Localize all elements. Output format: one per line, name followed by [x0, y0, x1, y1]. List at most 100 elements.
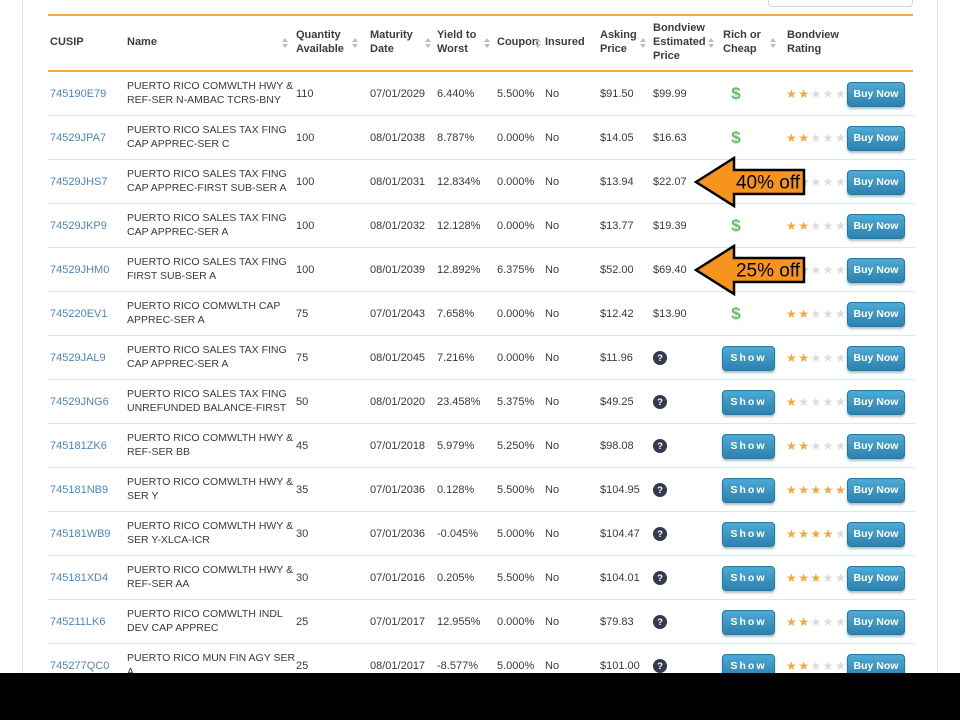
question-mark-icon[interactable]: ?: [653, 527, 667, 541]
buy-now-button[interactable]: Buy Now: [847, 521, 905, 547]
buy-now-button[interactable]: Buy Now: [847, 345, 905, 371]
column-label: Yield to Worst: [437, 29, 477, 55]
show-button[interactable]: Show: [722, 389, 775, 415]
cell-qty: 30: [296, 572, 309, 584]
star-icon: ★: [810, 263, 823, 277]
star-icon: ★: [822, 527, 836, 541]
cusip-link[interactable]: 74529JKP9: [50, 220, 107, 232]
cell-maturity: 08/01/2032: [370, 220, 426, 232]
cell-coupon: 0.000%: [497, 352, 535, 364]
question-mark-icon[interactable]: ?: [653, 615, 667, 629]
cell-maturity: 08/01/2031: [370, 176, 426, 188]
cell-maturity: 07/01/2018: [370, 440, 426, 452]
cusip-link[interactable]: 745181ZK6: [50, 440, 107, 452]
show-button[interactable]: Show: [722, 609, 775, 635]
question-mark-icon[interactable]: ?: [653, 439, 667, 453]
sort-chevrons-icon[interactable]: [425, 16, 431, 70]
cell-est: $22.07: [653, 176, 687, 188]
star-icon: ★: [835, 175, 848, 189]
rating-stars: ★★★★★: [786, 527, 847, 541]
show-button[interactable]: Show: [722, 345, 775, 371]
cell-est: ?: [653, 468, 707, 512]
question-mark-icon[interactable]: ?: [653, 351, 667, 365]
cusip-link[interactable]: 745181NB9: [50, 484, 109, 496]
column-label: CUSIP: [50, 36, 84, 49]
cell-buy: Buy Now: [847, 160, 907, 204]
cusip-link[interactable]: 74529JNG6: [50, 396, 109, 408]
buy-now-button[interactable]: Buy Now: [847, 257, 905, 283]
cell-coupon: 0.000%: [497, 220, 535, 232]
buy-now-button[interactable]: Buy Now: [847, 477, 905, 503]
buy-now-button[interactable]: Buy Now: [847, 125, 905, 151]
star-icon: ★: [798, 395, 811, 409]
cell-name: PUERTO RICO COMWLTH HWY & REF-SER AA: [127, 564, 294, 590]
buy-now-button[interactable]: Buy Now: [847, 81, 905, 107]
cusip-link[interactable]: 74529JPA7: [50, 132, 107, 144]
sort-chevrons-icon[interactable]: [770, 16, 776, 70]
cusip-link[interactable]: 745190E79: [50, 88, 107, 100]
table-row: 745181NB9 PUERTO RICO COMWLTH HWY & SER Y…: [0, 468, 960, 512]
cusip-link[interactable]: 74529JAL9: [50, 352, 106, 364]
discount-label: 25% off: [736, 261, 801, 282]
question-mark-icon[interactable]: ?: [653, 483, 667, 497]
search-input[interactable]: [768, 0, 913, 7]
cell-qty: 30: [296, 528, 309, 540]
show-button[interactable]: Show: [722, 433, 775, 459]
column-label: Rich or Cheap: [723, 29, 761, 55]
sort-up-icon: [425, 38, 431, 42]
sort-chevrons-icon[interactable]: [352, 16, 358, 70]
cell-maturity: 08/01/2017: [370, 660, 426, 672]
star-icon: ★: [798, 87, 811, 101]
cusip-link[interactable]: 745211LK6: [50, 616, 106, 628]
cell-name: PUERTO RICO SALES TAX FING CAP APPREC-FI…: [127, 168, 287, 194]
question-mark-icon[interactable]: ?: [653, 659, 667, 673]
cusip-link[interactable]: 745277QC0: [50, 660, 110, 672]
buy-now-button[interactable]: Buy Now: [847, 565, 905, 591]
buy-now-button[interactable]: Buy Now: [847, 609, 905, 635]
cell-est: ?: [653, 380, 707, 424]
cusip-link[interactable]: 74529JHM0: [50, 264, 110, 276]
sort-up-icon: [708, 38, 714, 42]
star-icon: ★: [835, 219, 848, 233]
cell-insured: No: [545, 308, 560, 320]
table-row: 74529JHM0 PUERTO RICO SALES TAX FING FIRS…: [0, 248, 960, 292]
star-icon: ★: [810, 219, 823, 233]
cusip-link[interactable]: 745181WB9: [50, 528, 111, 540]
sort-chevrons-icon[interactable]: [282, 16, 288, 70]
show-button[interactable]: Show: [722, 477, 775, 503]
buy-now-button[interactable]: Buy Now: [847, 213, 905, 239]
cell-rating: ★★★★★: [786, 116, 858, 160]
buy-now-button[interactable]: Buy Now: [847, 169, 905, 195]
cell-insured: No: [545, 440, 560, 452]
star-icon: ★: [835, 659, 848, 673]
cell-qty: 100: [296, 132, 315, 144]
question-mark-icon[interactable]: ?: [653, 571, 667, 585]
table-header: CUSIP Name Quantity Available Maturity Date…: [0, 16, 960, 70]
question-mark-icon[interactable]: ?: [653, 395, 667, 409]
sort-down-icon: [640, 44, 646, 48]
column-header-qty: Quantity Available: [296, 16, 344, 70]
cell-coupon: 5.000%: [497, 660, 535, 672]
sort-chevrons-icon[interactable]: [708, 16, 714, 70]
star-icon: ★: [822, 483, 836, 497]
cell-asking: $14.05: [600, 132, 634, 144]
buy-now-button[interactable]: Buy Now: [847, 301, 905, 327]
buy-now-button[interactable]: Buy Now: [847, 389, 905, 415]
cell-insured: No: [545, 528, 560, 540]
star-icon: ★: [798, 659, 811, 673]
sort-chevrons-icon[interactable]: [535, 16, 541, 70]
cusip-link[interactable]: 745181XD4: [50, 572, 109, 584]
sort-chevrons-icon[interactable]: [484, 16, 490, 70]
star-icon: ★: [810, 175, 823, 189]
buy-now-button[interactable]: Buy Now: [847, 433, 905, 459]
cusip-link[interactable]: 745220EV1: [50, 308, 108, 320]
cell-name: PUERTO RICO SALES TAX FING CAP APPREC-SE…: [127, 344, 287, 370]
cell-qty: 110: [296, 88, 314, 100]
cell-insured: No: [545, 88, 560, 100]
cusip-link[interactable]: 74529JHS7: [50, 176, 108, 188]
show-button[interactable]: Show: [722, 521, 775, 547]
cell-insured: No: [545, 132, 560, 144]
show-button[interactable]: Show: [722, 565, 775, 591]
cell-buy: Buy Now: [847, 380, 907, 424]
sort-chevrons-icon[interactable]: [640, 16, 646, 70]
